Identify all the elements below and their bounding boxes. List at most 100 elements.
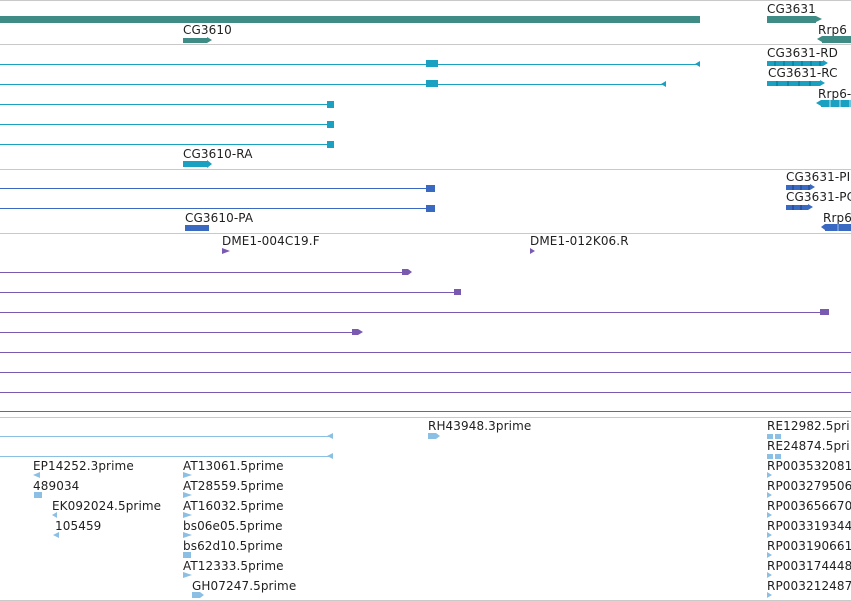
protein-arrow-cg3631-pi	[810, 184, 815, 190]
est-blocks-re12982[interactable]	[767, 434, 783, 439]
gene-bar-cg3631[interactable]	[767, 16, 816, 23]
transcript-exon[interactable]	[327, 101, 334, 108]
est-label-rh43948[interactable]: RH43948.3prime	[428, 419, 532, 433]
est-arrow	[327, 453, 333, 459]
protein-track-border	[0, 169, 851, 170]
transcript-exon[interactable]	[426, 80, 438, 87]
probe-block[interactable]	[352, 329, 358, 335]
protein-bar-rrp6[interactable]	[825, 224, 851, 231]
transcript-label-cg3610-ra[interactable]: CG3610-RA	[183, 147, 253, 161]
protein-bar-cg3610-pa[interactable]	[185, 225, 209, 231]
track-top-border	[0, 0, 851, 1]
protein-arrow-rrp6	[821, 224, 825, 230]
est-label-rp003212487[interactable]: RP003212487	[767, 579, 851, 593]
transcript-exon[interactable]	[426, 60, 438, 67]
gene-arrow-cg3631	[816, 16, 822, 22]
transcript-exons-cg3631-rc[interactable]	[767, 81, 820, 86]
est-label-at12333[interactable]: AT12333.5prime	[183, 559, 284, 573]
probe-block[interactable]	[820, 309, 829, 315]
est-label-at28559[interactable]: AT28559.5prime	[183, 479, 284, 493]
transcript-track-border	[0, 44, 851, 45]
gene-label-rrp6[interactable]: Rrp6	[818, 23, 847, 37]
gene-bar-cg3610[interactable]	[183, 38, 207, 43]
est-label-rp003190661[interactable]: RP003190661	[767, 539, 851, 553]
est-marker-489034[interactable]	[34, 492, 42, 498]
probe-block[interactable]	[454, 289, 461, 295]
protein-blocks-cg3631-pi[interactable]	[786, 185, 810, 190]
est-label-489034[interactable]: 489034	[33, 479, 80, 493]
est-label-re12982[interactable]: RE12982.5pri	[767, 419, 850, 433]
est-marker-at16032[interactable]	[183, 512, 192, 518]
est-marker-bs06e05[interactable]	[183, 532, 192, 538]
est-marker-at12333[interactable]	[183, 572, 192, 578]
est-arrow	[327, 433, 333, 439]
est-label-rp003174448[interactable]: RP003174448	[767, 559, 851, 573]
est-label-rp003279506[interactable]: RP003279506	[767, 479, 851, 493]
gene-label-cg3610[interactable]: CG3610	[183, 23, 232, 37]
est-line	[0, 436, 330, 437]
transcript-label-rrp6[interactable]: Rrp6-	[818, 87, 851, 101]
transcript-exons-rrp6[interactable]	[821, 100, 851, 107]
protein-block[interactable]	[426, 205, 435, 212]
est-marker-bs62d10[interactable]	[183, 552, 191, 558]
transcript-end-arrow	[695, 61, 700, 67]
protein-label-rrp6[interactable]: Rrp6	[823, 211, 851, 225]
est-label-rp003532081[interactable]: RP003532081	[767, 459, 851, 473]
gene-arrow-rrp6	[817, 36, 822, 42]
est-block-rh43948[interactable]	[428, 433, 436, 439]
transcript-arrow-cg3610-ra	[207, 160, 212, 168]
est-marker-gh07247[interactable]	[192, 592, 200, 598]
est-label-bs62d10[interactable]: bs62d10.5prime	[183, 539, 283, 553]
est-marker-rp003656670[interactable]	[767, 512, 772, 518]
transcript-arrow-cg3631-rd	[823, 60, 828, 66]
transcript-exon[interactable]	[327, 121, 334, 128]
protein-label-cg3610-pa[interactable]: CG3610-PA	[185, 211, 254, 225]
protein-blocks-cg3631-pc[interactable]	[786, 205, 808, 210]
est-marker-rp003319344[interactable]	[767, 532, 772, 538]
probe-label-dme1-012k06[interactable]: DME1-012K06.R	[530, 234, 629, 248]
est-label-105459[interactable]: 105459	[55, 519, 102, 533]
probe-line	[0, 272, 405, 273]
gene-bar-rrp6[interactable]	[822, 36, 851, 43]
est-marker-rp003532081[interactable]	[767, 472, 772, 478]
probe-arrow	[408, 269, 412, 275]
est-marker-rp003174448[interactable]	[767, 572, 772, 578]
est-label-rp003656670[interactable]: RP003656670	[767, 499, 851, 513]
transcript-label-cg3631-rc[interactable]: CG3631-RC	[768, 66, 838, 80]
protein-label-cg3631-pi[interactable]: CG3631-PI	[786, 170, 851, 184]
transcript-intron-line	[0, 64, 700, 65]
transcript-intron-line	[0, 144, 330, 145]
est-label-at13061[interactable]: AT13061.5prime	[183, 459, 284, 473]
est-marker-rp003279506[interactable]	[767, 492, 772, 498]
transcript-exon[interactable]	[327, 141, 334, 148]
est-label-ek092024[interactable]: EK092024.5prime	[52, 499, 162, 513]
est-label-re24874[interactable]: RE24874.5pri	[767, 439, 850, 453]
gene-bar-cg3620[interactable]	[0, 16, 700, 23]
probe-line	[0, 352, 851, 353]
est-marker-105459[interactable]	[53, 532, 59, 538]
est-marker-ep14252[interactable]	[33, 472, 40, 478]
transcript-exons-cg3631-rd[interactable]	[767, 61, 823, 66]
transcript-bar-cg3610-ra[interactable]	[183, 161, 207, 167]
est-label-ep14252[interactable]: EP14252.3prime	[33, 459, 134, 473]
est-label-gh07247[interactable]: GH07247.5prime	[192, 579, 297, 593]
probe-marker-dme1-012k06[interactable]	[530, 248, 535, 254]
est-marker-rp003190661[interactable]	[767, 552, 772, 558]
est-label-bs06e05[interactable]: bs06e05.5prime	[183, 519, 283, 533]
est-marker-at28559[interactable]	[183, 492, 192, 498]
probe-label-dme1-004c19[interactable]: DME1-004C19.F	[222, 234, 320, 248]
probe-track-border	[0, 233, 851, 234]
probe-marker-dme1-004c19[interactable]	[222, 248, 230, 254]
est-marker-at13061[interactable]	[183, 472, 192, 478]
est-label-rp003319344[interactable]: RP003319344	[767, 519, 851, 533]
protein-label-cg3631-pc[interactable]: CG3631-PC	[786, 190, 851, 204]
est-marker-rp003212487[interactable]	[767, 592, 772, 598]
gene-label-cg3631[interactable]: CG3631	[767, 2, 816, 16]
transcript-label-cg3631-rd[interactable]: CG3631-RD	[767, 46, 839, 60]
protein-block[interactable]	[426, 185, 435, 192]
est-blocks-re24874[interactable]	[767, 454, 783, 459]
probe-block[interactable]	[402, 269, 408, 275]
est-label-at16032[interactable]: AT16032.5prime	[183, 499, 284, 513]
est-marker-ek092024[interactable]	[52, 512, 57, 518]
